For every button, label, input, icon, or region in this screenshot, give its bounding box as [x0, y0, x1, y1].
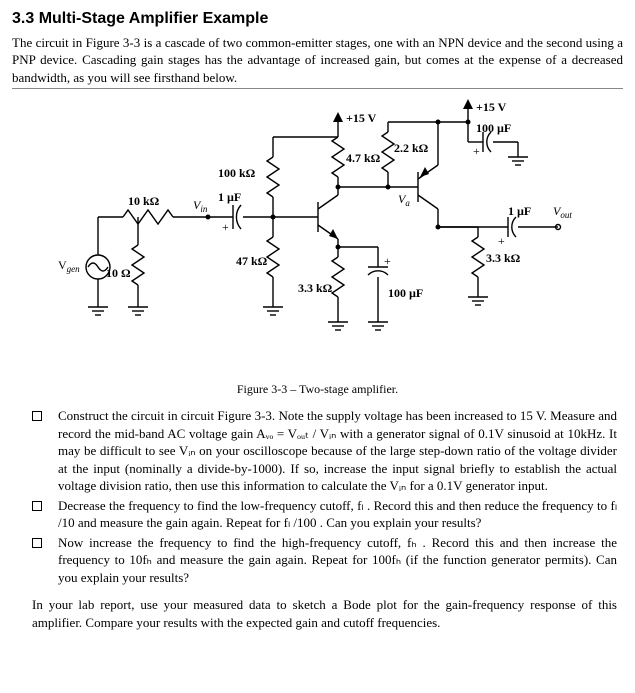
svg-text:Vgen: Vgen [58, 258, 80, 274]
section-number: 3.3 [12, 10, 34, 27]
svg-text:+: + [384, 254, 391, 268]
svg-text:Vout: Vout [553, 204, 572, 220]
svg-text:Vin: Vin [193, 198, 208, 214]
label-r-shunt: 10 Ω [106, 266, 131, 280]
label-va-sub: a [405, 198, 410, 208]
label-rb1l: 47 kΩ [236, 254, 268, 268]
svg-text:Va: Va [398, 192, 410, 208]
label-cout: 1 µF [508, 204, 531, 218]
label-vin-sub: in [200, 204, 208, 214]
label-vgen-sub: gen [66, 264, 79, 274]
section-title-text: Multi-Stage Amplifier Example [39, 10, 269, 27]
intro-paragraph: The circuit in Figure 3-3 is a cascade o… [12, 34, 623, 90]
label-supply1: +15 V [346, 111, 377, 125]
task-item: Construct the circuit in circuit Figure … [32, 407, 617, 495]
task-item: Decrease the frequency to find the low-f… [32, 497, 617, 532]
task-list: Construct the circuit in circuit Figure … [12, 407, 623, 586]
svg-text:+: + [473, 144, 480, 158]
label-vgen: V [58, 258, 67, 272]
task-item: Now increase the frequency to find the h… [32, 534, 617, 587]
svg-text:+: + [222, 220, 229, 234]
figure-schematic: Vgen 10 kΩ 10 Ω Vin [12, 97, 623, 377]
label-rb2u: 2.2 kΩ [394, 141, 429, 155]
label-re2: 3.3 kΩ [486, 251, 521, 265]
label-rc1: 4.7 kΩ [346, 151, 381, 165]
label-supply2: +15 V [476, 100, 507, 114]
label-vout-sub: out [560, 210, 572, 220]
label-cin: 1 µF [218, 190, 241, 204]
label-re1: 3.3 kΩ [298, 281, 333, 295]
label-rb1u: 100 kΩ [218, 166, 256, 180]
figure-caption: Figure 3-3 – Two-stage amplifier. [12, 381, 623, 397]
section-heading: 3.3 Multi-Stage Amplifier Example [12, 8, 623, 30]
label-r-series: 10 kΩ [128, 194, 160, 208]
closing-paragraph: In your lab report, use your measured da… [12, 596, 623, 631]
label-ce2: 100 µF [388, 286, 423, 300]
svg-text:+: + [498, 234, 505, 248]
label-ctop: 100 µF [476, 121, 511, 135]
